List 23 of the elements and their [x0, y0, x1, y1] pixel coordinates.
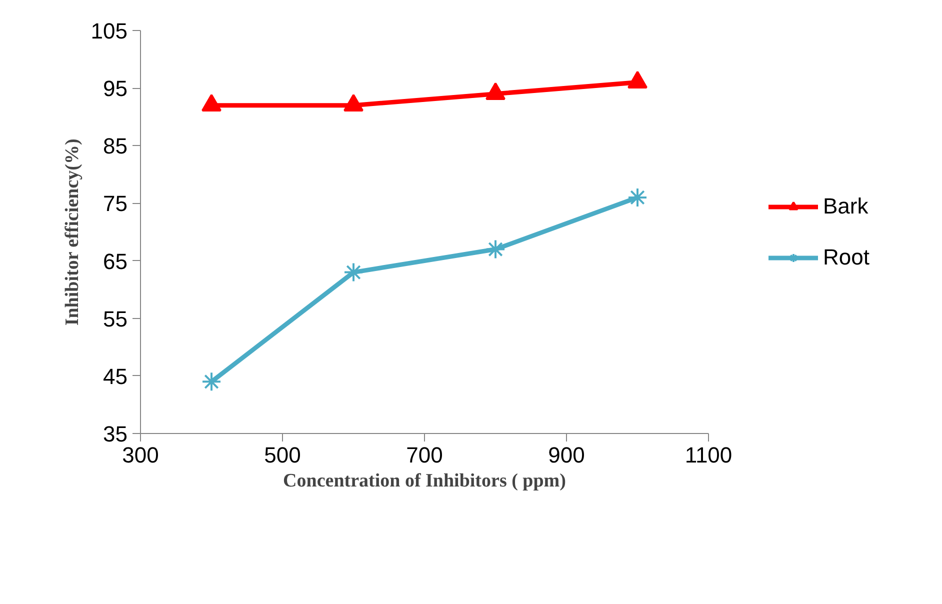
y-tick-label: 45 [103, 364, 128, 389]
point [628, 187, 648, 208]
point [486, 239, 506, 260]
y-tick-label: 105 [90, 18, 128, 44]
x-axis-title: Concentration of Inhibitors ( ppm) [283, 470, 566, 492]
point [628, 70, 648, 89]
x-tick-label: 900 [548, 442, 585, 468]
point [202, 94, 222, 112]
y-tick-label: 65 [103, 248, 128, 274]
point [344, 262, 364, 282]
y-tick-label: 85 [103, 134, 128, 159]
y-tick-label: 55 [103, 306, 128, 332]
point [344, 94, 364, 112]
point [486, 82, 506, 100]
y-tick-label: 95 [103, 76, 128, 102]
legend-label: Bark [823, 193, 868, 219]
y-axis-title: Inhibitor efficiency(%) [62, 138, 83, 326]
x-tick-label: 500 [264, 442, 301, 468]
legend-label: Root [823, 244, 870, 270]
y-tick-label: 75 [103, 191, 128, 216]
x-tick-label: 700 [406, 442, 443, 468]
x-tick-label: 1100 [684, 442, 732, 468]
point [202, 372, 222, 392]
